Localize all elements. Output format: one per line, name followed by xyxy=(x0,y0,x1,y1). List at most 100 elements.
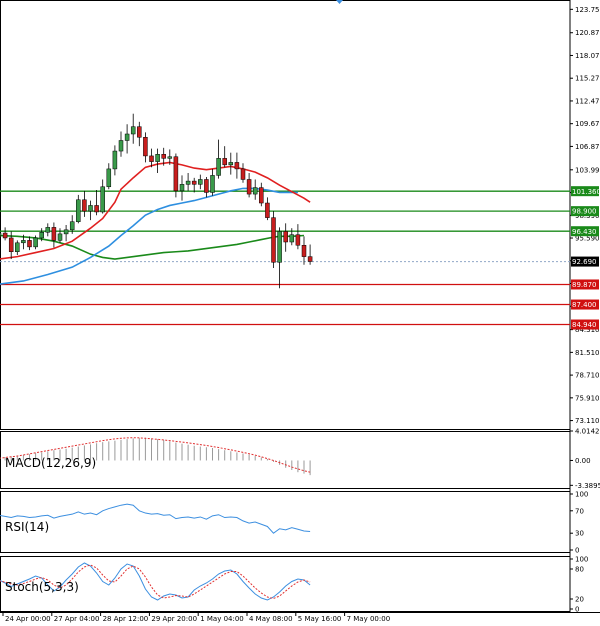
price-ytick-label: 112.470 xyxy=(575,97,600,105)
candle[interactable] xyxy=(149,155,154,162)
candle[interactable] xyxy=(2,232,8,239)
price-ytick-label: 84.310 xyxy=(575,326,600,334)
macd-ytick-label: 4.0142 xyxy=(575,428,600,436)
macd-signal-line xyxy=(0,437,311,473)
stoch-ytick-label: 20 xyxy=(575,596,584,604)
price-ytick-label: 103.990 xyxy=(575,166,600,174)
xtick-label: 24 Apr 00:00 xyxy=(5,615,51,623)
candle[interactable] xyxy=(130,126,136,135)
stoch-ytick-label: 100 xyxy=(575,556,588,564)
candle[interactable] xyxy=(240,168,246,180)
candle[interactable] xyxy=(167,156,173,159)
price-ytick-label: 118.070 xyxy=(575,52,600,60)
candle[interactable] xyxy=(265,202,270,218)
price-ytick-label: 109.670 xyxy=(575,120,600,128)
candle[interactable] xyxy=(185,180,191,185)
candle[interactable] xyxy=(198,179,203,185)
candle[interactable] xyxy=(39,232,44,239)
stoch-d-line xyxy=(0,564,311,600)
macd-label: MACD(12,26,9) xyxy=(5,456,96,470)
candle[interactable] xyxy=(222,158,227,166)
candle[interactable] xyxy=(173,156,179,192)
level-badge xyxy=(571,186,599,197)
rsi-ytick-label: 0 xyxy=(575,547,579,555)
candle[interactable] xyxy=(301,245,307,257)
candle[interactable] xyxy=(88,205,93,212)
stoch-k-line xyxy=(0,562,311,601)
rsi-panel[interactable]: 100 70 30 0 xyxy=(0,491,588,555)
candle[interactable] xyxy=(8,237,14,252)
candle[interactable] xyxy=(295,234,301,246)
candle[interactable] xyxy=(33,237,38,248)
candle[interactable] xyxy=(204,179,209,193)
level-label: 96.430 xyxy=(572,228,597,236)
candle[interactable] xyxy=(118,140,124,152)
level-label: 98.900 xyxy=(572,208,597,216)
level-badge xyxy=(571,299,599,310)
candle[interactable] xyxy=(21,240,26,244)
level-badge xyxy=(571,226,599,237)
x-axis: 24 Apr 00:00 27 Apr 04:00 28 Apr 12:00 29 A… xyxy=(2,612,391,623)
candle[interactable] xyxy=(63,229,69,235)
candle[interactable] xyxy=(161,154,166,159)
candle[interactable] xyxy=(69,221,75,231)
current-price-badge xyxy=(571,256,599,267)
candle[interactable] xyxy=(246,179,252,195)
level-label: 84.940 xyxy=(572,321,597,329)
candle[interactable] xyxy=(307,256,313,262)
stoch-ytick-label: 0 xyxy=(575,606,579,614)
candle[interactable] xyxy=(112,150,118,170)
macd-panel[interactable]: 4.0142 0.00 -3.3895 xyxy=(0,428,600,490)
xtick-label: 1 May 04:00 xyxy=(200,615,244,623)
candle[interactable] xyxy=(137,126,142,138)
candle[interactable] xyxy=(234,162,240,170)
candle[interactable] xyxy=(289,234,295,243)
candle[interactable] xyxy=(252,187,258,195)
candle[interactable] xyxy=(51,227,57,241)
candle[interactable] xyxy=(271,217,276,263)
candle[interactable] xyxy=(94,205,99,213)
candle[interactable] xyxy=(100,186,105,213)
candle[interactable] xyxy=(216,158,221,176)
candle[interactable] xyxy=(277,231,282,263)
panel-border-0 xyxy=(0,0,571,430)
ma-mid-line xyxy=(0,187,298,285)
rsi-label: RSI(14) xyxy=(5,520,49,534)
candle[interactable] xyxy=(82,199,87,212)
xtick-label: 29 Apr 20:00 xyxy=(151,615,197,623)
candle[interactable] xyxy=(45,227,51,233)
xtick-label: 4 May 08:00 xyxy=(249,615,293,623)
candle[interactable] xyxy=(57,233,63,241)
rsi-line xyxy=(0,503,311,534)
macd-ytick-label: 0.00 xyxy=(575,457,591,465)
scroll-marker-icon[interactable] xyxy=(336,0,343,4)
stoch-panel[interactable]: 100 80 20 0 xyxy=(0,556,588,614)
candle[interactable] xyxy=(124,133,130,141)
candle[interactable] xyxy=(191,180,197,185)
candle[interactable] xyxy=(179,184,185,192)
rsi-ytick-label: 100 xyxy=(575,491,588,499)
candle[interactable] xyxy=(228,162,234,166)
candle[interactable] xyxy=(259,187,264,204)
candle[interactable] xyxy=(143,136,148,157)
price-panel[interactable]: 123.750 120.870 118.070 115.270 112.470 109.6… xyxy=(0,0,600,425)
candle[interactable] xyxy=(27,240,32,248)
candle[interactable] xyxy=(76,199,81,222)
candle[interactable] xyxy=(15,242,20,252)
level-label: 87.400 xyxy=(572,301,597,309)
candle[interactable] xyxy=(0,232,2,236)
candle[interactable] xyxy=(283,231,288,243)
candle[interactable] xyxy=(210,175,215,193)
price-ytick-label: 115.270 xyxy=(575,75,600,83)
price-ytick-label: 73.110 xyxy=(575,417,600,425)
panel-border-3 xyxy=(0,556,571,612)
candle[interactable] xyxy=(106,168,112,188)
xtick-label: 27 Apr 04:00 xyxy=(54,615,100,623)
level-badge xyxy=(571,319,599,330)
panel-frames xyxy=(0,0,600,613)
rsi-ytick-label: 30 xyxy=(575,530,584,538)
xtick-label: 7 May 00:00 xyxy=(347,615,391,623)
candle[interactable] xyxy=(155,154,160,162)
stoch-ytick-label: 80 xyxy=(575,566,584,574)
xtick-label: 28 Apr 12:00 xyxy=(103,615,149,623)
